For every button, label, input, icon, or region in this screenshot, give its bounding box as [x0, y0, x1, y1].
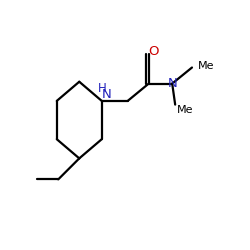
- Text: N: N: [101, 88, 111, 101]
- Text: H: H: [98, 82, 106, 94]
- Text: N: N: [168, 76, 177, 90]
- Text: Me: Me: [177, 105, 194, 115]
- Text: Me: Me: [198, 61, 215, 71]
- Text: O: O: [148, 45, 159, 58]
